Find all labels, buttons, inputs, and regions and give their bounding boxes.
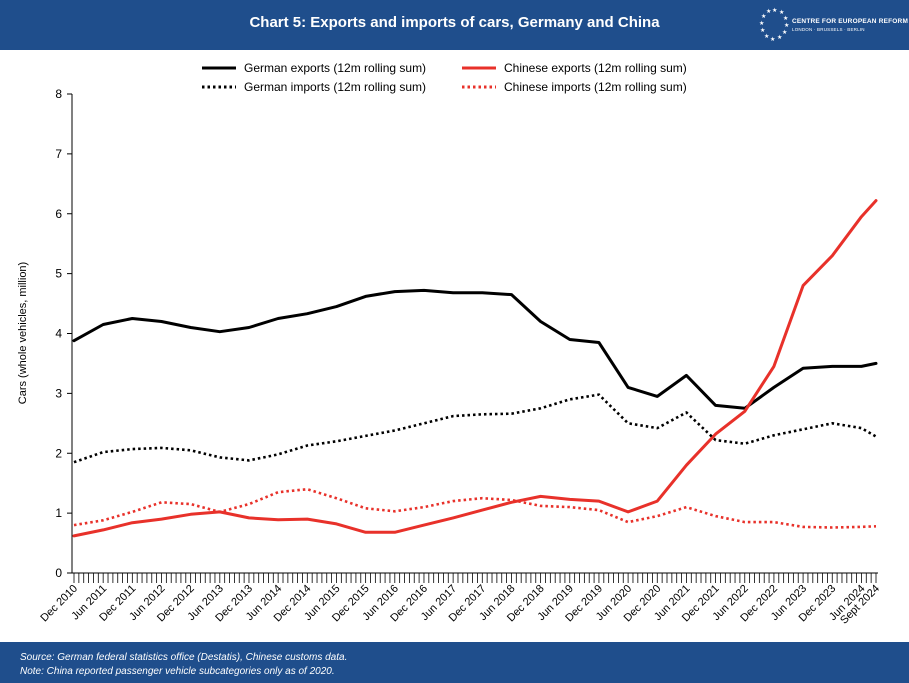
svg-text:★: ★ xyxy=(783,15,788,22)
legend: German exports (12m rolling sum) Chinese … xyxy=(202,61,687,94)
title-bar: Chart 5: Exports and imports of cars, Ge… xyxy=(0,0,909,50)
y-tick-label: 2 xyxy=(55,446,62,460)
series-line-0 xyxy=(72,288,878,410)
footer: Source: German federal statistics office… xyxy=(0,642,909,683)
brand-name: CENTRE FOR EUROPEAN REFORM xyxy=(792,18,909,25)
line-chart: German exports (12m rolling sum) Chinese … xyxy=(17,61,882,627)
series-layer xyxy=(72,199,878,538)
cer-logo: ★ ★ ★ ★ ★ ★ ★ ★ ★ ★ ★ ★ CENTRE FOR EUROPEAN REFO… xyxy=(758,6,908,44)
y-tick-label: 0 xyxy=(55,566,62,580)
y-tick-label: 5 xyxy=(55,267,62,281)
y-axis-label: Cars (whole vehicles, million) xyxy=(17,262,29,404)
legend-label: Chinese imports (12m rolling sum) xyxy=(504,80,687,94)
series-line-1 xyxy=(72,199,878,538)
chart-area: German exports (12m rolling sum) Chinese … xyxy=(0,50,909,642)
y-tick-label: 8 xyxy=(55,87,62,101)
legend-label: German imports (12m rolling sum) xyxy=(244,80,426,94)
series-line-2 xyxy=(73,393,877,464)
svg-text:★: ★ xyxy=(782,29,787,36)
svg-text:★: ★ xyxy=(759,20,764,27)
eu-stars-icon: ★ ★★ ★★★ ★★★ ★★★ xyxy=(759,7,789,43)
chart-title: Chart 5: Exports and imports of cars, Ge… xyxy=(249,14,660,31)
note-text: Note: China reported passenger vehicle s… xyxy=(20,666,335,677)
svg-text:★: ★ xyxy=(777,34,782,41)
series-line-3 xyxy=(73,487,877,529)
svg-text:★: ★ xyxy=(764,33,769,40)
svg-text:★: ★ xyxy=(770,36,775,43)
svg-text:★: ★ xyxy=(772,7,777,14)
y-tick-label: 3 xyxy=(55,386,62,400)
y-tick-label: 7 xyxy=(55,147,62,161)
svg-text:★: ★ xyxy=(760,27,765,34)
legend-label: Chinese exports (12m rolling sum) xyxy=(504,61,687,75)
legend-label: German exports (12m rolling sum) xyxy=(244,61,426,75)
brand-cities: LONDON · BRUSSELS · BERLIN xyxy=(792,27,865,32)
y-tick-label: 6 xyxy=(55,207,62,221)
y-tick-label: 4 xyxy=(55,327,62,341)
y-tick-label: 1 xyxy=(55,506,62,520)
svg-text:★: ★ xyxy=(779,9,784,16)
svg-text:★: ★ xyxy=(766,8,771,15)
svg-text:★: ★ xyxy=(761,13,766,20)
svg-text:★: ★ xyxy=(784,22,789,29)
source-text: Source: German federal statistics office… xyxy=(20,652,348,663)
